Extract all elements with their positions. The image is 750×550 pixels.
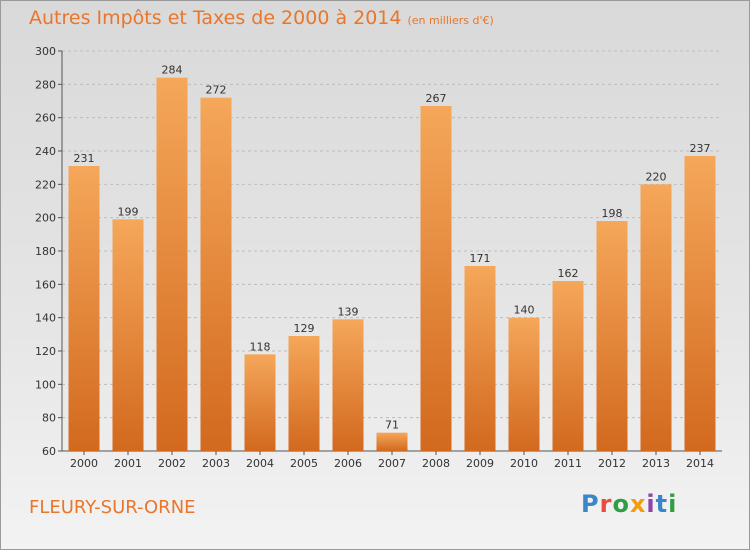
data-label-2006: 139 — [338, 305, 359, 318]
x-tick-label-2011: 2011 — [554, 457, 582, 470]
data-label-2001: 199 — [118, 205, 139, 218]
y-tick-label: 120 — [35, 345, 56, 358]
x-tick-label-2006: 2006 — [334, 457, 362, 470]
bar-2007 — [376, 432, 408, 451]
x-tick-label-2014: 2014 — [686, 457, 714, 470]
x-tick-label-2005: 2005 — [290, 457, 318, 470]
x-tick-label-2012: 2012 — [598, 457, 626, 470]
x-tick-label-2009: 2009 — [466, 457, 494, 470]
y-tick-label: 300 — [35, 45, 56, 58]
x-tick-label-2003: 2003 — [202, 457, 230, 470]
data-label-2005: 129 — [294, 322, 315, 335]
bar-2000 — [68, 166, 100, 451]
x-tick-label-2001: 2001 — [114, 457, 142, 470]
data-label-2008: 267 — [426, 92, 447, 105]
bars — [68, 77, 716, 452]
data-label-2010: 140 — [514, 304, 535, 317]
y-tick-label: 200 — [35, 212, 56, 225]
bar-2005 — [288, 336, 320, 451]
proxiti-logo[interactable]: Proxiti — [581, 490, 678, 518]
bar-2010 — [508, 317, 540, 451]
bar-2001 — [112, 219, 144, 451]
y-tick-label: 140 — [35, 312, 56, 325]
city-name: FLEURY-SUR-ORNE — [29, 497, 196, 518]
x-tick-label-2004: 2004 — [246, 457, 274, 470]
y-tick-label: 60 — [42, 445, 56, 458]
x-tick-label-2007: 2007 — [378, 457, 406, 470]
bar-2013 — [640, 184, 672, 452]
y-tick-label: 80 — [42, 412, 56, 425]
chart-title-text: Autres Impôts et Taxes de 2000 à 2014 — [29, 7, 402, 29]
x-tick-label-2013: 2013 — [642, 457, 670, 470]
bar-2008 — [420, 106, 452, 451]
y-tick-label: 220 — [35, 178, 56, 191]
y-tick-label: 280 — [35, 78, 56, 91]
y-tick-label: 160 — [35, 278, 56, 291]
y-tick-label: 180 — [35, 245, 56, 258]
data-label-2011: 162 — [558, 267, 579, 280]
x-tick-label-2000: 2000 — [70, 457, 98, 470]
x-tick-label-2008: 2008 — [422, 457, 450, 470]
bar-2014 — [684, 156, 716, 451]
data-label-2009: 171 — [470, 252, 491, 265]
y-tick-label: 100 — [35, 378, 56, 391]
bar-2012 — [596, 221, 628, 451]
data-label-2004: 118 — [250, 340, 271, 353]
chart-title: Autres Impôts et Taxes de 2000 à 2014 (en… — [29, 7, 494, 29]
bar-2011 — [552, 281, 584, 451]
data-label-2003: 272 — [206, 84, 227, 97]
data-label-2014: 237 — [690, 142, 711, 155]
data-label-2002: 284 — [162, 64, 183, 77]
data-label-2000: 231 — [74, 152, 95, 165]
data-label-2007: 71 — [385, 419, 399, 432]
x-tick-label-2002: 2002 — [158, 457, 186, 470]
bar-2003 — [200, 97, 232, 452]
bar-2006 — [332, 319, 364, 451]
data-label-2012: 198 — [602, 207, 623, 220]
y-tick-label: 260 — [35, 112, 56, 125]
labels: 231 2000 199 2001 284 2002 272 2003 118 2004 129 20… — [70, 64, 714, 470]
x-tick-label-2010: 2010 — [510, 457, 538, 470]
bar-2002 — [156, 77, 188, 452]
chart-subtitle: (en milliers d'€) — [407, 14, 494, 27]
y-tick-label: 240 — [35, 145, 56, 158]
data-label-2013: 220 — [646, 170, 667, 183]
bar-2009 — [464, 266, 496, 451]
bar-2004 — [244, 354, 276, 451]
